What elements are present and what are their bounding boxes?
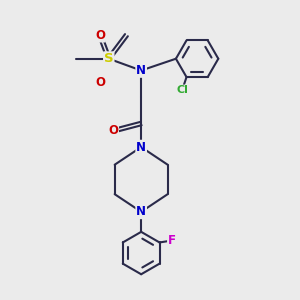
Text: O: O bbox=[95, 29, 105, 42]
Text: Cl: Cl bbox=[176, 85, 188, 95]
Text: N: N bbox=[136, 64, 146, 77]
Text: N: N bbox=[136, 205, 146, 218]
Text: O: O bbox=[108, 124, 118, 137]
Text: S: S bbox=[104, 52, 114, 65]
Text: O: O bbox=[95, 76, 105, 89]
Text: F: F bbox=[168, 235, 176, 248]
Text: N: N bbox=[136, 141, 146, 154]
